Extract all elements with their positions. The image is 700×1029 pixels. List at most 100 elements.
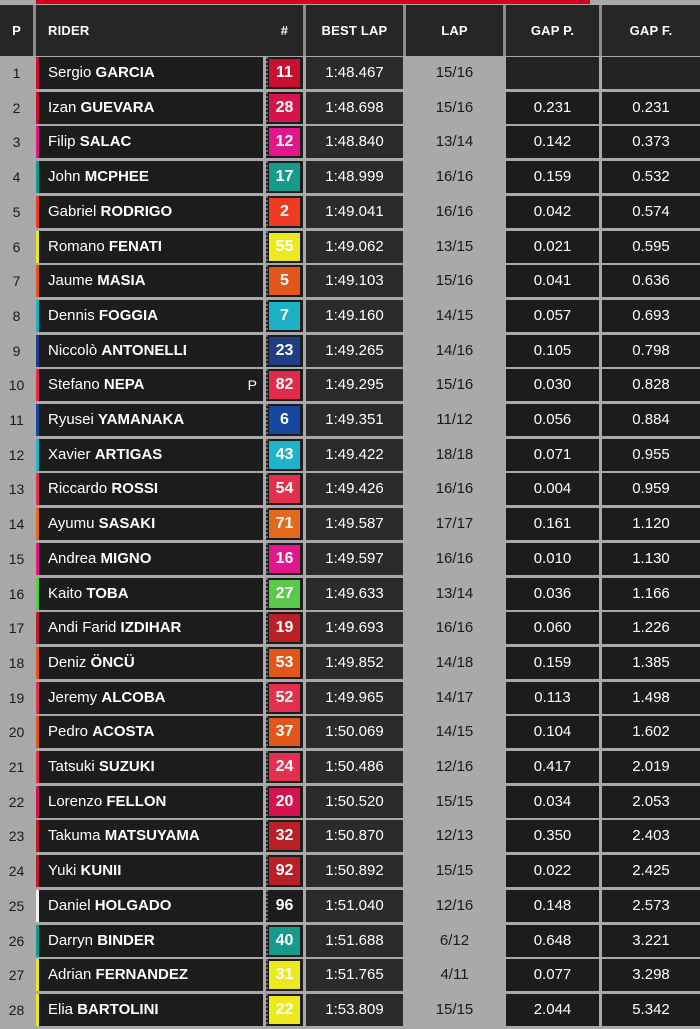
rider-number-badge: 2 [269, 197, 300, 226]
position-cell: 7 [0, 265, 33, 298]
best-lap-cell: 1:49.422 [306, 438, 403, 471]
table-row[interactable]: 15 Andrea MIGNO 16 1:49.597 16/16 0.010 1.130 [0, 542, 700, 575]
rider-cell[interactable]: Kaito TOBA [36, 577, 263, 610]
team-color-bar [36, 230, 39, 263]
rider-cell[interactable]: Gabriel RODRIGO [36, 195, 263, 228]
table-row[interactable]: 26 Darryn BINDER 40 1:51.688 6/12 0.648 3.221 [0, 924, 700, 957]
position-cell: 21 [0, 751, 33, 783]
rider-cell[interactable]: Lorenzo FELLON [36, 785, 263, 818]
table-row[interactable]: 5 Gabriel RODRIGO 2 1:49.041 16/16 0.042 0.574 [0, 195, 700, 228]
rider-cell[interactable]: Riccardo ROSSI [36, 473, 263, 506]
rider-cell[interactable]: Elia BARTOLINI [36, 993, 263, 1026]
team-color-bar [36, 612, 39, 645]
best-lap-cell: 1:49.587 [306, 508, 403, 541]
rider-first-name: Daniel [48, 896, 91, 914]
table-row[interactable]: 4 John MCPHEE 17 1:48.999 16/16 0.159 0.532 [0, 160, 700, 194]
table-row[interactable]: 17 Andi Farid IZDIHAR 19 1:49.693 16/16 0.060… [0, 611, 700, 645]
dotted-divider [266, 681, 268, 714]
table-row[interactable]: 6 Romano FENATI 55 1:49.062 13/15 0.021 0.595 [0, 230, 700, 263]
rider-cell[interactable]: Dennis FOGGIA [36, 299, 263, 332]
rider-first-name: Kaito [48, 584, 83, 602]
rider-cell[interactable]: Jeremy ALCOBA [36, 681, 263, 714]
table-row[interactable]: 1 Sergio GARCIA 11 1:48.467 15/16 [0, 56, 700, 89]
rider-cell[interactable]: Izan GUEVARA [36, 91, 263, 124]
table-row[interactable]: 25 Daniel HOLGADO 96 1:51.040 12/16 0.148 2.57… [0, 889, 700, 922]
rider-cell[interactable]: Andi Farid IZDIHAR [36, 612, 263, 645]
rider-cell[interactable]: Ayumu SASAKI [36, 508, 263, 541]
table-row[interactable]: 18 Deniz ÖNCÜ 53 1:49.852 14/18 0.159 1.385 [0, 646, 700, 679]
team-color-bar [36, 195, 39, 228]
rider-cell[interactable]: Xavier ARTIGAS [36, 438, 263, 471]
table-row[interactable]: 11 Ryusei YAMANAKA 6 1:49.351 11/12 0.056 0.88… [0, 403, 700, 436]
table-row[interactable]: 2 Izan GUEVARA 28 1:48.698 15/16 0.231 0.231 [0, 91, 700, 124]
table-row[interactable]: 28 Elia BARTOLINI 22 1:53.809 15/15 2.044 5.34… [0, 993, 700, 1026]
best-lap-cell: 1:51.688 [306, 924, 403, 957]
team-color-bar [36, 161, 39, 194]
rider-cell[interactable]: Deniz ÖNCÜ [36, 646, 263, 679]
rider-cell[interactable]: John MCPHEE [36, 161, 263, 194]
dotted-divider [266, 438, 268, 471]
table-row[interactable]: 14 Ayumu SASAKI 71 1:49.587 17/17 0.161 1.120 [0, 507, 700, 541]
rider-cell[interactable]: Ryusei YAMANAKA [36, 404, 263, 436]
rider-last-name: IZDIHAR [120, 619, 182, 637]
lap-cell: 14/16 [406, 334, 503, 367]
lap-cell: 6/12 [406, 924, 503, 957]
rider-first-name: Yuki [48, 862, 77, 880]
table-row[interactable]: 13 Riccardo ROSSI 54 1:49.426 16/16 0.004 0.95… [0, 472, 700, 506]
number-cell: 52 [266, 681, 303, 714]
rider-cell[interactable]: Tatsuki SUZUKI [36, 751, 263, 783]
dotted-divider [266, 577, 268, 610]
table-row[interactable]: 8 Dennis FOGGIA 7 1:49.160 14/15 0.057 0.693 [0, 299, 700, 332]
rider-number-badge: 16 [269, 544, 300, 573]
table-row[interactable]: 23 Takuma MATSUYAMA 32 1:50.870 12/13 0.350 2.… [0, 819, 700, 853]
rider-cell[interactable]: Yuki KUNII [36, 855, 263, 888]
rider-cell[interactable]: Romano FENATI [36, 230, 263, 263]
best-lap-cell: 1:48.698 [306, 91, 403, 124]
team-color-bar [36, 126, 39, 159]
table-row[interactable]: 24 Yuki KUNII 92 1:50.892 15/15 0.022 2.425 [0, 854, 700, 888]
rider-first-name: Izan [48, 98, 77, 116]
table-row[interactable]: 19 Jeremy ALCOBA 52 1:49.965 14/17 0.113 1.498 [0, 681, 700, 714]
number-cell: 12 [266, 126, 303, 159]
table-row[interactable]: 3 Filip SALAC 12 1:48.840 13/14 0.142 0.373 [0, 125, 700, 159]
rider-cell[interactable]: Daniel HOLGADO [36, 889, 263, 922]
rider-cell[interactable]: Filip SALAC [36, 126, 263, 159]
position-cell: 24 [0, 855, 33, 888]
rider-cell[interactable]: Darryn BINDER [36, 924, 263, 957]
rider-cell[interactable]: Stefano NEPA P [36, 369, 263, 402]
table-row[interactable]: 20 Pedro ACOSTA 37 1:50.069 14/15 0.104 1.602 [0, 715, 700, 749]
rider-cell[interactable]: Jaume MASIA [36, 265, 263, 298]
rider-number-badge: 12 [269, 128, 300, 157]
rider-first-name: Jeremy [48, 688, 98, 706]
rider-cell[interactable]: Adrian FERNANDEZ [36, 959, 263, 992]
rider-last-name: FELLON [106, 792, 167, 810]
header-gap-previous: GAP P. [530, 23, 575, 38]
position-cell: 16 [0, 577, 33, 610]
best-lap-cell: 1:49.062 [306, 230, 403, 263]
rider-cell[interactable]: Sergio GARCIA [36, 57, 263, 89]
rider-last-name: KUNII [80, 862, 122, 880]
rider-cell[interactable]: Andrea MIGNO [36, 542, 263, 575]
dotted-divider [266, 473, 268, 506]
table-row[interactable]: 10 Stefano NEPA P 82 1:49.295 15/16 0.030 0.828 [0, 368, 700, 402]
table-row[interactable]: 16 Kaito TOBA 27 1:49.633 13/14 0.036 1.166 [0, 577, 700, 610]
best-lap-cell: 1:50.892 [306, 855, 403, 888]
gap-previous-cell: 0.161 [506, 508, 599, 541]
rider-last-name: GUEVARA [80, 98, 155, 116]
rider-cell[interactable]: Pedro ACOSTA [36, 716, 263, 749]
rider-cell[interactable]: Takuma MATSUYAMA [36, 820, 263, 853]
team-color-bar [36, 855, 39, 888]
table-row[interactable]: 7 Jaume MASIA 5 1:49.103 15/16 0.041 0.636 [0, 264, 700, 298]
gap-previous-cell: 0.036 [506, 577, 599, 610]
rider-last-name: SUZUKI [98, 758, 155, 775]
table-row[interactable]: 21 Tatsuki SUZUKI 24 1:50.486 12/16 0.417 2.01… [0, 750, 700, 783]
table-row[interactable]: 9 Niccolò ANTONELLI 23 1:49.265 14/16 0.105 0.… [0, 334, 700, 367]
position-cell: 23 [0, 820, 33, 853]
gap-first-cell: 0.231 [602, 91, 700, 124]
rider-first-name: Ryusei [48, 411, 94, 428]
table-row[interactable]: 22 Lorenzo FELLON 20 1:50.520 15/15 0.034 2.05… [0, 785, 700, 818]
table-row[interactable]: 12 Xavier ARTIGAS 43 1:49.422 18/18 0.071 0.95… [0, 438, 700, 471]
table-row[interactable]: 27 Adrian FERNANDEZ 31 1:51.765 4/11 0.077 3.2… [0, 958, 700, 992]
rider-cell[interactable]: Niccolò ANTONELLI [36, 334, 263, 367]
gap-first-cell: 3.221 [602, 924, 700, 957]
